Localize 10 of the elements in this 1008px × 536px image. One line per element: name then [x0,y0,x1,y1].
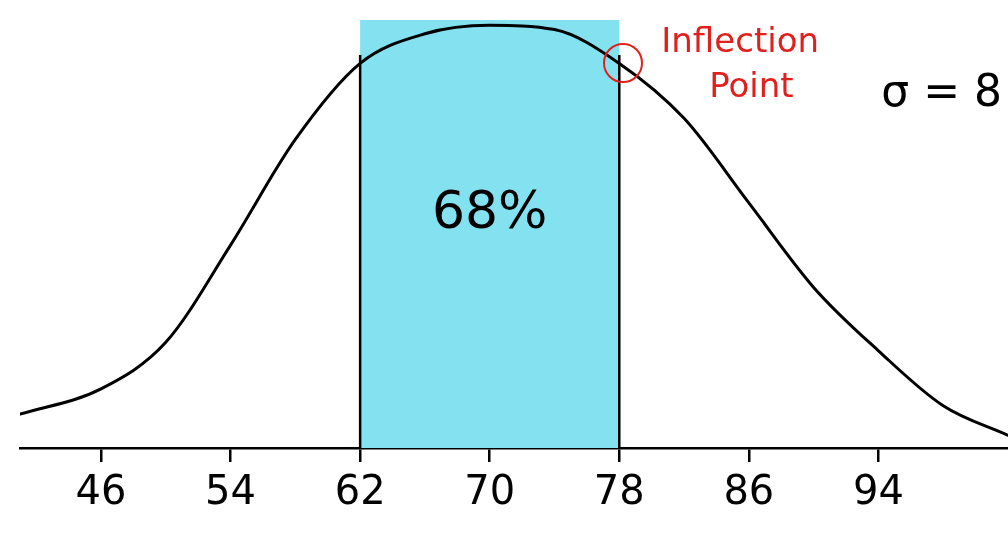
annotation: σ = 8 [881,65,1002,117]
x-tick-label: 78 [593,467,645,514]
annotation: Inflection Point [661,20,820,106]
band-label: 68% [431,179,548,240]
x-tick-label: 94 [852,467,904,514]
x-tick-label: 62 [334,467,386,514]
x-tick-label: 70 [464,467,516,514]
x-tick-label: 46 [75,467,127,514]
x-tick-label: 86 [723,467,775,514]
x-tick-label: 54 [205,467,257,514]
